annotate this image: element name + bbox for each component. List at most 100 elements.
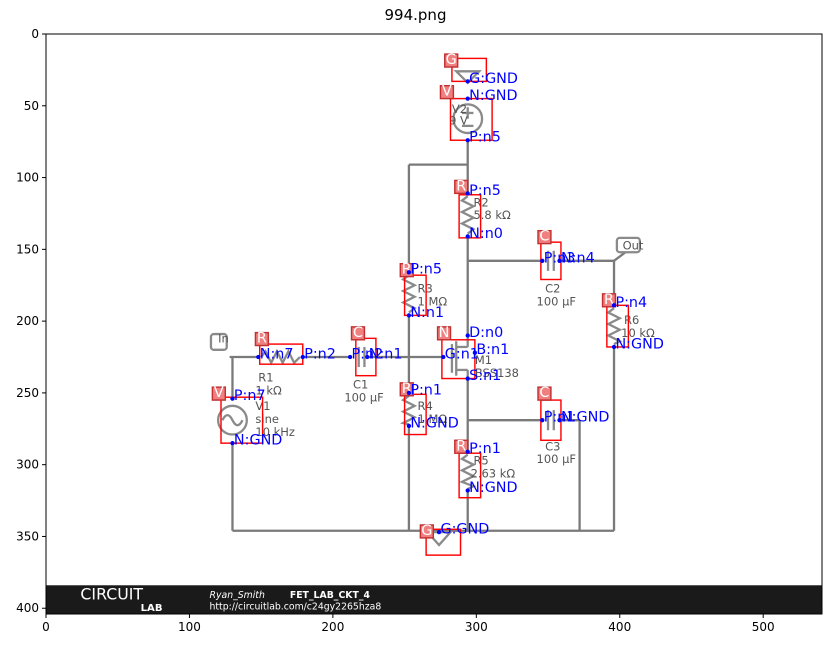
component-tag: [454, 439, 469, 454]
circuit-label: R1: [258, 370, 273, 384]
pin-label: P:n5: [469, 130, 501, 146]
circuit-label: 100 µF: [537, 294, 576, 308]
x-tick-label: 200: [321, 620, 344, 634]
circuit-label: BSS138: [475, 366, 519, 380]
component-tag-label: R: [402, 381, 412, 397]
y-tick-label: 350: [16, 529, 39, 543]
component-box: G: [444, 52, 488, 83]
pin-dot: [557, 418, 562, 423]
component-tag: [254, 331, 270, 347]
component-box: R: [454, 438, 482, 499]
circuit-label: 5.8 kΩ: [473, 208, 511, 222]
circuit-label: C1: [353, 378, 368, 392]
y-tick-label: 400: [16, 601, 39, 615]
component-bbox: [259, 343, 304, 365]
pin-dot: [465, 333, 470, 338]
y-tick-label: 250: [16, 386, 39, 400]
circuit-label: 1 kΩ: [255, 383, 282, 397]
pin-label: N:GND: [615, 336, 663, 352]
pin-dot: [406, 313, 412, 318]
pin-label: N:GND: [561, 410, 609, 426]
component-tag-label: R: [456, 178, 466, 194]
banner-logo-bottom: LAB: [141, 603, 163, 614]
pin-label: D:n0: [469, 325, 503, 341]
pin-label: G:GND: [469, 71, 518, 87]
banner-project: FET_LAB_CKT_4: [290, 590, 371, 601]
pin-label: P:n1: [469, 441, 501, 457]
pin-label: G:GND: [440, 522, 489, 538]
component-bbox: [220, 396, 264, 444]
component-bbox: [425, 528, 462, 556]
component-box: G: [419, 523, 462, 556]
component-tag-label: G: [421, 523, 432, 539]
circuit-label: In: [218, 332, 229, 346]
component-bbox: [441, 339, 476, 380]
component-tag: [419, 524, 435, 539]
pin-dot: [540, 418, 545, 423]
pin-label: P:n4: [615, 295, 647, 311]
image-area: [46, 34, 822, 614]
circuit-label: 2.63 kΩ: [471, 467, 516, 481]
pin-dot: [406, 423, 412, 429]
component-tag-label: C: [539, 229, 549, 245]
pin-dot: [611, 344, 617, 350]
circuit-label: sine: [255, 412, 278, 426]
x-tick-label: 100: [178, 620, 201, 634]
pin-dot: [465, 488, 470, 493]
circuit-label: 100 µF: [344, 391, 383, 405]
pin-label: N:n1: [369, 346, 403, 362]
pin-label: N:n0: [469, 226, 503, 242]
y-axis-ticks: 0 50 100 150 200 250 300 350 400: [16, 27, 46, 615]
pin-annotations: G:GNDN:GNDP:n5P:n5N:n0P:n3N:n4P:n5N:n1P:…: [230, 71, 664, 538]
component-tag: [601, 293, 617, 308]
component-tag-label: R: [257, 331, 267, 347]
pin-label: P:n7: [234, 388, 266, 404]
pin-dot: [465, 79, 470, 84]
circuit-label: R6: [624, 313, 639, 327]
pin-label: P:n5: [469, 183, 501, 199]
component-tag-label: C: [353, 325, 363, 341]
pin-dot: [256, 354, 261, 360]
circuit-label: 1 MΩ: [418, 412, 448, 426]
pin-dot: [300, 354, 305, 360]
circuit-label: 1 MΩ: [418, 294, 448, 308]
component-tag: [537, 386, 552, 401]
circuit-label: C2: [545, 281, 560, 295]
pin-label: N:n4: [561, 250, 595, 266]
x-tick-label: 500: [752, 620, 775, 634]
pin-dot: [230, 440, 235, 446]
component-symbols: [209, 70, 641, 547]
circuit-label: R4: [418, 399, 433, 413]
component-bbox: [403, 393, 427, 436]
circuit-label: 100 µF: [537, 452, 576, 466]
component-tag: [211, 386, 227, 401]
pin-label: P:n1: [410, 382, 442, 398]
component-tag: [537, 229, 552, 245]
component-box: R: [399, 262, 427, 317]
component-tag: [350, 326, 366, 341]
component-bbox: [355, 337, 377, 377]
pin-dot: [540, 258, 545, 263]
pin-dot: [230, 396, 235, 401]
component-bbox: [458, 452, 482, 499]
component-tag-label: R: [402, 262, 412, 278]
pin-dot: [557, 258, 562, 263]
component-tag-label: R: [456, 438, 466, 454]
axes-frame: [45, 33, 823, 615]
pin-dot: [441, 354, 446, 360]
circuit-label: R3: [418, 281, 433, 295]
component-tag-label: N: [439, 325, 450, 341]
pin-dot: [347, 354, 353, 360]
y-tick-label: 150: [16, 242, 39, 256]
y-tick-label: 200: [16, 314, 39, 328]
pin-label: P:n2: [352, 346, 384, 362]
component-bbox: [606, 304, 630, 348]
pin-label: N:n7: [260, 346, 294, 362]
component-box: C: [350, 325, 377, 377]
component-tag-label: V: [214, 385, 224, 401]
y-tick-label: 50: [24, 99, 39, 113]
component-bbox: [403, 274, 427, 317]
